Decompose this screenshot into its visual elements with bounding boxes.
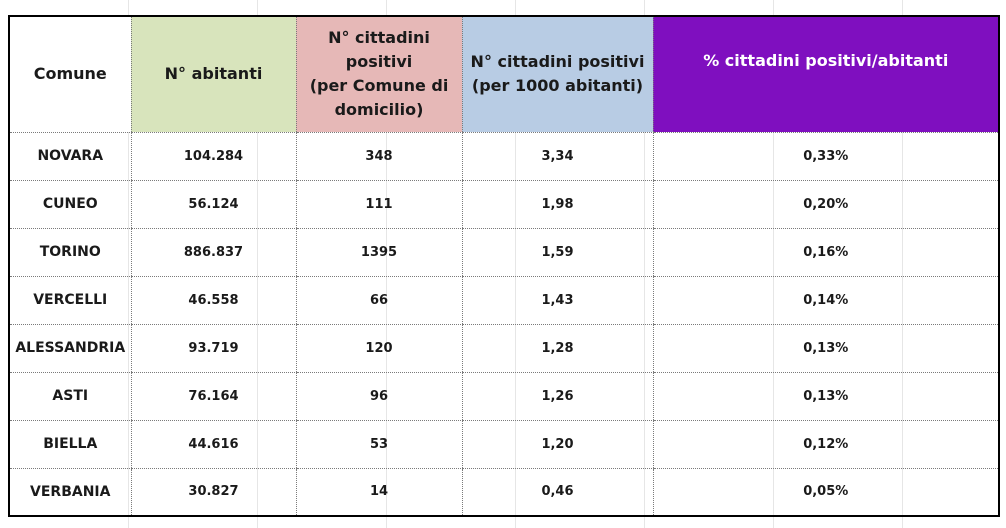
header-comune: Comune (9, 16, 131, 133)
positivi-cell: 111 (295, 180, 462, 229)
comune-cell: VERCELLI (9, 276, 131, 325)
header-percent: % cittadini positivi/abitanti (652, 16, 999, 133)
header-per1000-line-2: (per 1000 abitanti) (471, 76, 644, 96)
header-positivi-line-2: positivi (345, 52, 413, 72)
table-row: ASTI 76.164 96 1,26 0,13% (9, 372, 999, 421)
table-row: VERCELLI 46.558 66 1,43 0,14% (9, 276, 999, 325)
header-row: Comune N° abitanti N° cittadini positivi… (9, 16, 999, 133)
table-row: CUNEO 56.124 111 1,98 0,20% (9, 180, 999, 229)
positivi-cell: 66 (295, 276, 462, 325)
percent-cell: 0,13% (652, 324, 999, 373)
per1000-cell: 0,46 (461, 468, 653, 516)
abitanti-cell: 104.284 (130, 132, 296, 181)
table-body: NOVARA 104.284 348 3,34 0,33% CUNEO 56.124 111 1… (9, 132, 999, 516)
percent-cell: 0,12% (652, 420, 999, 469)
abitanti-cell: 56.124 (130, 180, 296, 229)
per1000-cell: 1,43 (461, 276, 653, 325)
comune-cell: NOVARA (9, 132, 131, 181)
per1000-cell: 1,28 (461, 324, 653, 373)
header-comune-line: Comune (33, 64, 107, 84)
table-row: VERBANIA 30.827 14 0,46 0,05% (9, 468, 999, 516)
abitanti-cell: 93.719 (130, 324, 296, 373)
positivi-cell: 53 (295, 420, 462, 469)
percent-cell: 0,33% (652, 132, 999, 181)
comune-cell: ASTI (9, 372, 131, 421)
table-row: ALESSANDRIA 93.719 120 1,28 0,13% (9, 324, 999, 373)
header-per1000: N° cittadini positivi (per 1000 abitanti… (461, 16, 653, 133)
per1000-cell: 1,59 (461, 228, 653, 277)
percent-cell: 0,05% (652, 468, 999, 516)
data-table: Comune N° abitanti N° cittadini positivi… (8, 15, 1000, 517)
abitanti-cell: 30.827 (130, 468, 296, 516)
comune-cell: VERBANIA (30, 483, 111, 500)
percent-cell: 0,20% (652, 180, 999, 229)
table-row: NOVARA 104.284 348 3,34 0,33% (9, 132, 999, 181)
header-positivi-line-3: (per Comune di (309, 76, 449, 96)
header-positivi-line-1: N° cittadini (328, 28, 430, 48)
header-per1000-line-1: N° cittadini positivi (470, 52, 645, 72)
header-abitanti: N° abitanti (130, 16, 296, 133)
comune-cell: CUNEO (9, 180, 131, 229)
abitanti-cell: 46.558 (130, 276, 296, 325)
table-row: TORINO 886.837 1395 1,59 0,16% (9, 228, 999, 277)
positivi-cell: 1395 (295, 228, 462, 277)
positivi-cell: 14 (295, 468, 462, 516)
comune-cell: BIELLA (9, 420, 131, 469)
percent-cell: 0,13% (652, 372, 999, 421)
per1000-cell: 3,34 (461, 132, 653, 181)
abitanti-cell: 44.616 (130, 420, 296, 469)
positivi-cell: 120 (295, 324, 462, 373)
positivi-cell: 348 (295, 132, 462, 181)
comune-cell: ALESSANDRIA (9, 324, 131, 373)
percent-cell: 0,16% (652, 228, 999, 277)
comune-cell: TORINO (9, 228, 131, 277)
abitanti-cell: 886.837 (130, 228, 296, 277)
percent-cell: 0,14% (652, 276, 999, 325)
header-positivi-line-4: domicilio) (334, 100, 424, 120)
header-abitanti-line: N° abitanti (164, 64, 263, 84)
table-row: BIELLA 44.616 53 1,20 0,12% (9, 420, 999, 469)
per1000-cell: 1,26 (461, 372, 653, 421)
abitanti-cell: 76.164 (130, 372, 296, 421)
per1000-cell: 1,20 (461, 420, 653, 469)
header-positivi: N° cittadini positivi (per Comune di dom… (295, 16, 462, 133)
positivi-cell: 96 (295, 372, 462, 421)
per1000-cell: 1,98 (461, 180, 653, 229)
header-percent-line: % cittadini positivi/abitanti (703, 51, 949, 70)
